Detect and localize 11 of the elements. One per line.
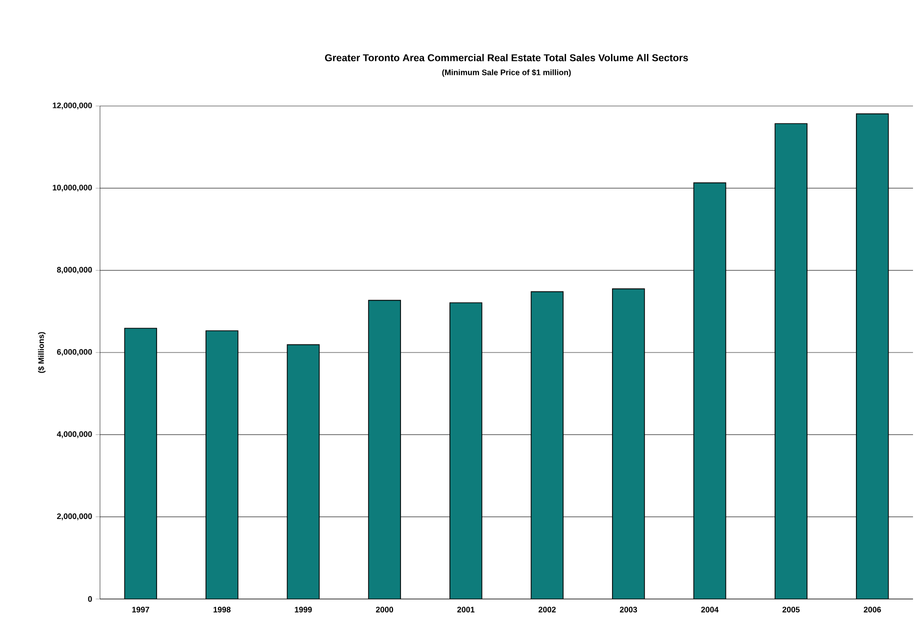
bar xyxy=(530,291,564,599)
bar xyxy=(693,182,726,599)
bar xyxy=(449,302,482,599)
bar xyxy=(856,113,889,599)
chart-title: Greater Toronto Area Commercial Real Estate Total Sales Volume All Sectors xyxy=(325,54,688,62)
bar xyxy=(612,288,645,599)
bar xyxy=(774,123,808,599)
bar xyxy=(368,300,401,599)
bar xyxy=(206,330,238,599)
bar xyxy=(286,344,320,599)
bar xyxy=(124,328,158,599)
